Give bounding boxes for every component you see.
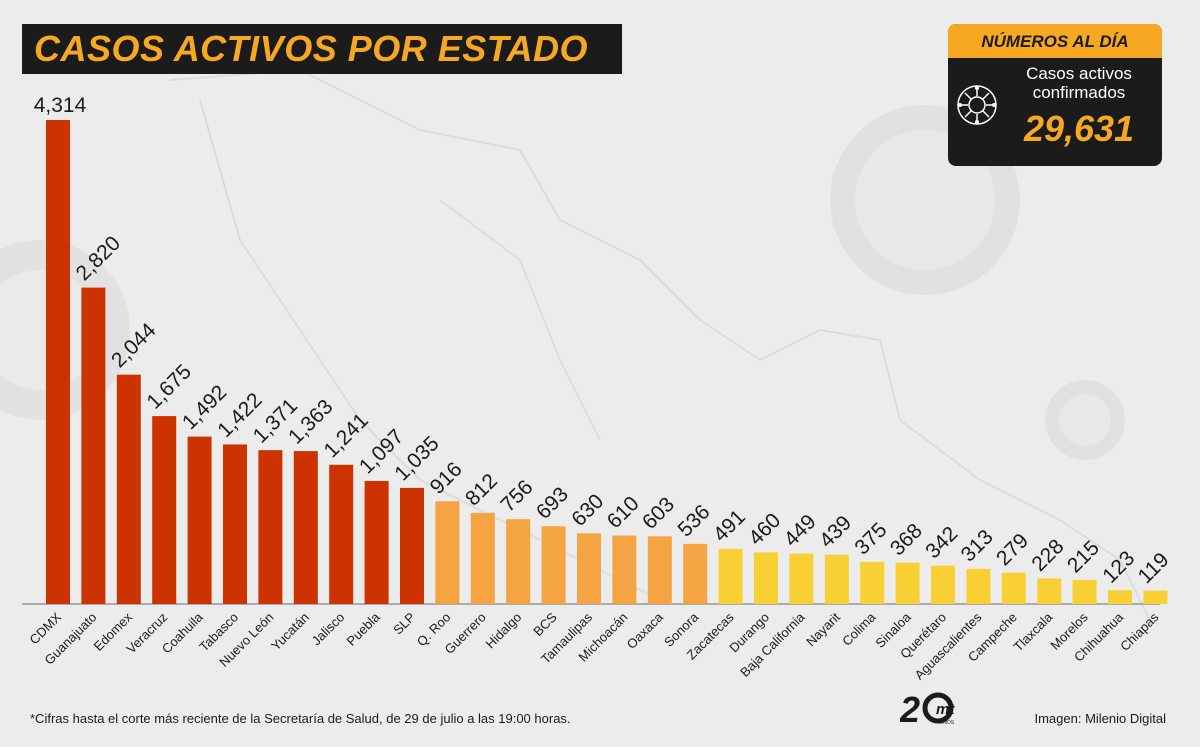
value-label-colima: 375	[850, 518, 891, 559]
image-credit: Imagen: Milenio Digital	[1034, 711, 1166, 726]
value-label-campeche: 279	[992, 529, 1033, 570]
value-label-aguascalientes: 313	[957, 525, 998, 566]
bar-sonora	[683, 543, 708, 604]
summary-card: NÚMEROS AL DÍA Casos activos confirmados…	[948, 24, 1162, 166]
bar-guanajuato	[81, 287, 106, 604]
bar-chihuahua	[1108, 590, 1132, 604]
bar-yucat-n	[293, 451, 318, 604]
title-banner: CASOS ACTIVOS POR ESTADO	[22, 24, 622, 74]
value-label-quer-taro: 342	[921, 522, 962, 563]
category-label-slp: SLP	[390, 610, 418, 638]
logo-mt: mt	[936, 701, 955, 718]
bar-oaxaca	[647, 536, 672, 604]
summary-heading: NÚMEROS AL DÍA	[948, 24, 1162, 58]
category-label-hidalgo: Hidalgo	[483, 610, 525, 652]
category-label-jalisco: Jalisco	[309, 610, 348, 649]
bar-sinaloa	[895, 562, 920, 604]
bar-morelos	[1072, 579, 1097, 604]
bar-veracruz	[152, 416, 177, 604]
category-label-oaxaca: Oaxaca	[624, 609, 667, 652]
value-label-guerrero: 812	[461, 469, 502, 510]
bar-q-roo	[435, 501, 460, 604]
category-label-chiapas: Chiapas	[1117, 609, 1162, 654]
chart-title: CASOS ACTIVOS POR ESTADO	[34, 28, 589, 69]
bar-guerrero	[470, 512, 495, 604]
bar-michoac-n	[612, 535, 637, 604]
milenio-20-logo: 2 mt AÑOS	[900, 689, 955, 730]
bar-campeche	[1001, 572, 1026, 604]
summary-value: 29,631	[1023, 108, 1135, 149]
logo-number: 2	[900, 689, 920, 730]
bar-nuevo-le-n	[258, 450, 283, 604]
value-label-oaxaca: 603	[638, 493, 679, 534]
bar-slp	[400, 487, 424, 604]
value-label-baja-california: 449	[780, 510, 821, 551]
bar-colima	[860, 561, 885, 604]
value-label-cdmx: 4,314	[34, 94, 87, 117]
logo-sub: AÑOS	[940, 719, 955, 726]
bar-quer-taro	[931, 565, 955, 604]
category-label-colima: Colima	[839, 609, 879, 649]
bar-tamaulipas	[577, 533, 601, 604]
category-label-yucat-n: Yucatán	[268, 610, 312, 654]
value-label-chiapas: 119	[1134, 548, 1174, 588]
category-label-puebla: Puebla	[343, 609, 383, 649]
bar-edomex	[116, 374, 141, 604]
value-label-guanajuato: 2,820	[72, 232, 125, 285]
summary-label: Casos activos confirmados	[1026, 64, 1132, 102]
value-label-hidalgo: 756	[496, 476, 537, 517]
value-label-sonora: 536	[673, 500, 714, 541]
value-label-tlaxcala: 228	[1027, 535, 1068, 576]
bar-nayarit	[824, 554, 849, 604]
bar-coahuila	[187, 436, 212, 604]
value-label-q-roo: 916	[426, 458, 467, 499]
bar-cdmx	[46, 120, 70, 604]
value-label-nayarit: 439	[815, 511, 856, 552]
value-label-durango: 460	[744, 509, 785, 550]
bar-tabasco	[223, 444, 247, 604]
value-label-chihuahua: 123	[1098, 547, 1139, 588]
bar-aguascalientes	[966, 568, 991, 604]
bar-hidalgo	[506, 519, 531, 604]
category-label-tlaxcala: Tlaxcala	[1010, 609, 1055, 654]
bar-bcs	[541, 526, 566, 604]
value-label-michoac-n: 610	[603, 492, 644, 533]
footnote: *Cifras hasta el corte más reciente de l…	[30, 711, 571, 726]
category-label-nayarit: Nayarit	[803, 609, 843, 649]
bar-puebla	[364, 480, 389, 604]
bar-jalisco	[329, 464, 354, 604]
category-label-bcs: BCS	[530, 609, 560, 639]
value-label-tamaulipas: 630	[567, 490, 608, 531]
bar-durango	[754, 552, 778, 604]
value-label-zacatecas: 491	[709, 505, 750, 546]
value-label-veracruz: 1,675	[142, 360, 195, 413]
value-label-sinaloa: 368	[886, 519, 927, 560]
bar-tlaxcala	[1037, 578, 1062, 604]
bar-baja-california	[789, 553, 814, 604]
bar-zacatecas	[718, 548, 743, 604]
value-label-bcs: 693	[532, 483, 573, 524]
bar-chiapas	[1143, 590, 1168, 604]
virus-icon	[957, 85, 997, 125]
value-label-edomex: 2,044	[107, 319, 161, 373]
